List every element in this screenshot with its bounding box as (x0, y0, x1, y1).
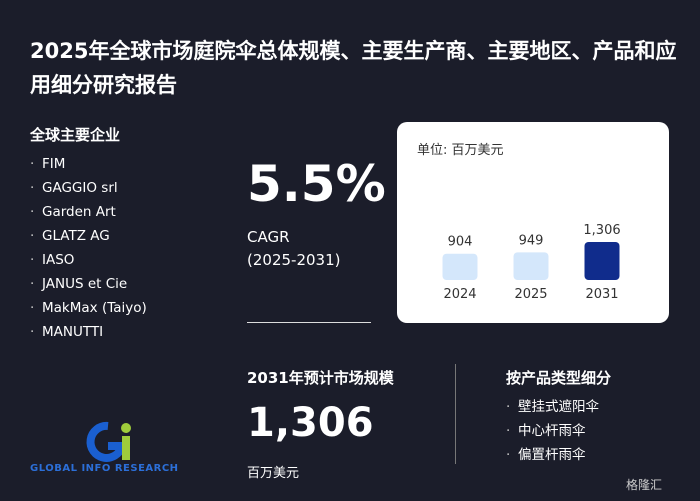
title: 2025年全球市场庭院伞总体规模、主要生产商、主要地区、产品和应用细分研究报告 (30, 39, 677, 97)
market-value: 1,306 (247, 400, 374, 446)
market-unit: 百万美元 (247, 466, 300, 481)
company: Garden Art (30, 200, 147, 224)
company: GAGGIO srl (30, 176, 147, 200)
company: MANUTTI (30, 320, 147, 344)
value-label: 949 (519, 233, 544, 248)
segment-list: 壁挂式遮阳伞中心杆雨伞偏置杆雨伞 (506, 395, 599, 467)
category-label: 2025 (514, 287, 547, 302)
value-label: 1,306 (583, 223, 620, 238)
logo-mark (86, 421, 131, 462)
company-list: FIMGAGGIO srlGarden ArtGLATZ AGIASOJANUS… (30, 152, 147, 344)
segment: 偏置杆雨伞 (506, 443, 599, 467)
cagr-label: CAGR (247, 228, 290, 246)
chart: 单位: 百万美元 904 2024 949 2025 1,306 2031 (417, 143, 621, 302)
market-heading: 2031年预计市场规模 (247, 369, 394, 387)
logo-text: GLOBAL INFO RESEARCH (30, 463, 179, 474)
segment: 壁挂式遮阳伞 (506, 395, 599, 419)
company: FIM (30, 152, 147, 176)
segment: 中心杆雨伞 (506, 419, 599, 443)
company: GLATZ AG (30, 224, 147, 248)
company: MakMax (Taiyo) (30, 296, 147, 320)
bar (584, 242, 620, 280)
bar (513, 252, 549, 280)
divider (247, 322, 371, 323)
company: JANUS et Cie (30, 272, 147, 296)
companies-heading: 全球主要企业 (30, 126, 121, 144)
category-label: 2031 (585, 287, 618, 302)
cagr-period: (2025-2031) (247, 251, 341, 269)
segments-heading: 按产品类型细分 (506, 369, 612, 387)
bar (442, 253, 478, 280)
cagr-value: 5.5% (247, 155, 386, 213)
company: IASO (30, 248, 147, 272)
category-label: 2024 (443, 287, 476, 302)
unit: 单位: 百万美元 (417, 143, 504, 158)
watermark: 格隆汇 (626, 478, 663, 492)
vertical-divider (455, 364, 456, 464)
chart-card: 单位: 百万美元 904 2024 949 2025 1,306 2031 (397, 122, 669, 323)
value-label: 904 (448, 235, 473, 250)
